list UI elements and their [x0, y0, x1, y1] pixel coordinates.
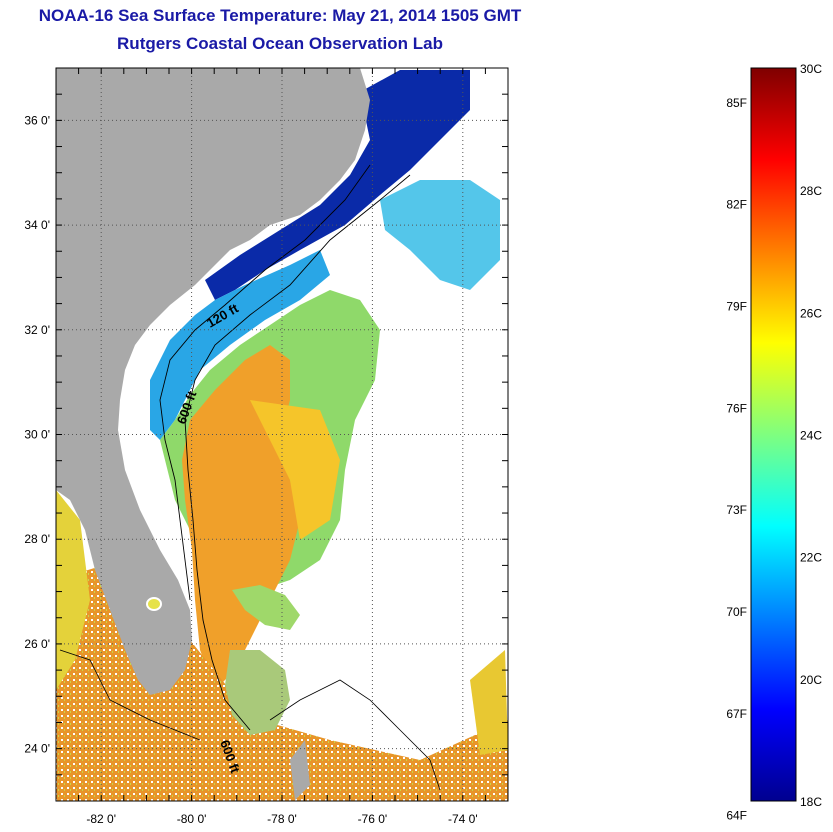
contour-120ft [159, 164, 371, 601]
colorbar-fahrenheit-label: 70F [726, 605, 747, 619]
lat-tick-label: 28 0' [24, 532, 50, 546]
lon-tick-label: -78 0' [267, 812, 297, 826]
map-subtitle: Rutgers Coastal Ocean Observation Lab [117, 34, 443, 53]
cool-water-region [150, 250, 330, 440]
lake-okeechobee [146, 597, 162, 611]
land-island-south [290, 740, 310, 800]
contour-gulf [59, 649, 201, 741]
contour-bahamas [269, 679, 441, 791]
colorbar-celsius-label: 20C [800, 673, 822, 687]
land-bahamas-north [232, 585, 300, 630]
colorbar-celsius-label: 18C [800, 795, 822, 809]
east-warm-patch [470, 650, 508, 755]
lat-tick-label: 32 0' [24, 323, 50, 337]
colorbar-fahrenheit-label: 67F [726, 707, 747, 721]
colorbar-fahrenheit-label: 64F [726, 809, 747, 820]
lon-tick-label: -76 0' [358, 812, 388, 826]
colorbar: 30C 28C 26C 24C 22C 20C 18C 85F 82F 79F 76F 73F 70F 6… [726, 62, 822, 820]
colorbar-fahrenheit-label: 79F [726, 300, 747, 314]
land-andros [225, 650, 290, 735]
colorbar-gradient [750, 67, 797, 802]
lat-tick-label: 24 0' [24, 742, 50, 756]
sst-map: 120 ft 600 ft 600 ft -82 0' -80 0' -78 0' -… [24, 67, 509, 826]
colorbar-celsius-label: 30C [800, 62, 822, 76]
graticule: -82 0' -80 0' -78 0' -76 0' -74 0' 36 0' 34 0'… [24, 67, 509, 826]
colorbar-fahrenheit-label: 76F [726, 401, 747, 415]
colorbar-celsius-label: 24C [800, 429, 822, 443]
lon-tick-label: -82 0' [86, 812, 116, 826]
colorbar-celsius-label: 28C [800, 184, 822, 198]
gulf-yellow-water [56, 490, 90, 690]
colorbar-fahrenheit-label: 82F [726, 198, 747, 212]
colorbar-fahrenheit-label: 73F [726, 503, 747, 517]
colorbar-celsius-label: 22C [800, 551, 822, 565]
offshore-cool-patch [380, 180, 500, 290]
lat-tick-label: 26 0' [24, 637, 50, 651]
cold-water-region [205, 70, 470, 300]
lat-tick-label: 30 0' [24, 428, 50, 442]
land-mainland [56, 68, 370, 695]
lon-tick-label: -74 0' [448, 812, 478, 826]
lon-tick-label: -80 0' [177, 812, 207, 826]
colorbar-fahrenheit-label: 85F [726, 96, 747, 110]
lat-tick-label: 36 0' [24, 113, 50, 127]
map-title: NOAA-16 Sea Surface Temperature: May 21,… [38, 6, 522, 25]
contour-600ft [184, 174, 411, 731]
colorbar-labels: 30C 28C 26C 24C 22C 20C 18C 85F 82F 79F 76F 73F 70F 6… [726, 62, 822, 820]
lat-tick-label: 34 0' [24, 218, 50, 232]
colorbar-celsius-label: 26C [800, 306, 822, 320]
